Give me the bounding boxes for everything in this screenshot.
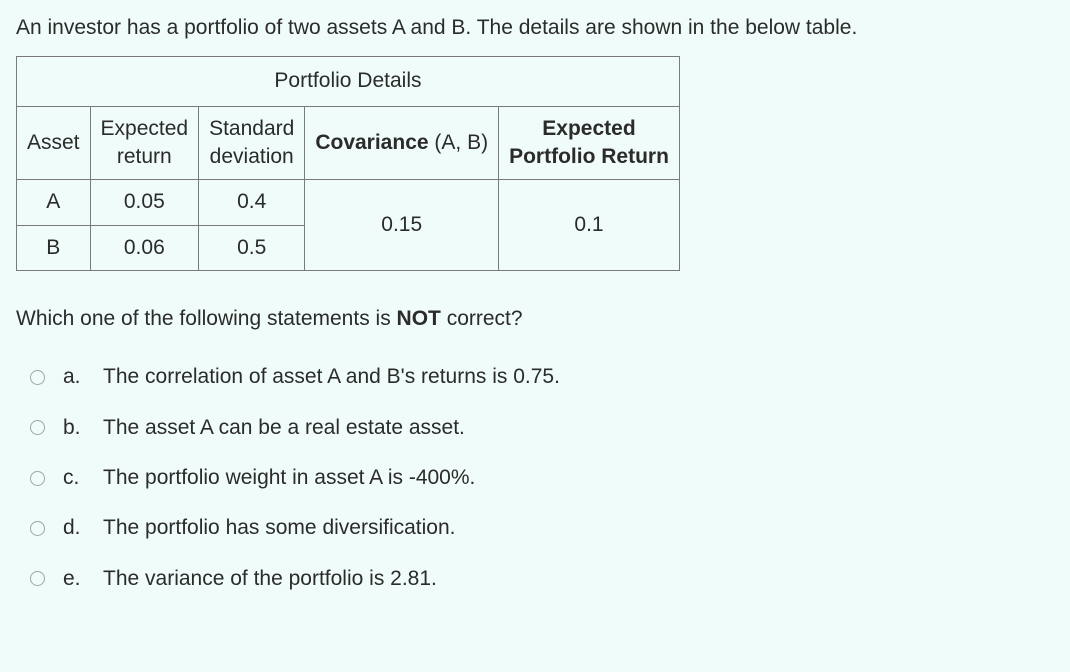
col-std-dev: Standarddeviation: [199, 106, 305, 180]
option-text: The asset A can be a real estate asset.: [103, 414, 465, 442]
option-text: The variance of the portfolio is 2.81.: [103, 565, 437, 593]
option-text: The portfolio has some diversification.: [103, 514, 456, 542]
radio-icon[interactable]: [30, 471, 45, 486]
option-letter: b.: [63, 414, 85, 442]
option-letter: e.: [63, 565, 85, 593]
col-covariance: Covariance (A, B): [305, 106, 499, 180]
option-text: The portfolio weight in asset A is -400%…: [103, 464, 475, 492]
col-expected-return: Expectedreturn: [90, 106, 199, 180]
question-intro: An investor has a portfolio of two asset…: [16, 14, 1054, 42]
col-asset: Asset: [17, 106, 91, 180]
radio-icon[interactable]: [30, 420, 45, 435]
option-b[interactable]: b. The asset A can be a real estate asse…: [30, 414, 1054, 442]
cell-asset: B: [17, 225, 91, 270]
cell-er: 0.06: [90, 225, 199, 270]
table-caption: Portfolio Details: [17, 57, 680, 106]
cell-sd: 0.4: [199, 180, 305, 225]
cell-cov: 0.15: [305, 180, 499, 271]
portfolio-table: Portfolio Details Asset Expectedreturn S…: [16, 56, 680, 271]
options-list: a. The correlation of asset A and B's re…: [16, 363, 1054, 593]
col-expected-portfolio-return: Expected Portfolio Return: [499, 106, 680, 180]
question-stem: Which one of the following statements is…: [16, 305, 1054, 333]
option-d[interactable]: d. The portfolio has some diversificatio…: [30, 514, 1054, 542]
option-letter: c.: [63, 464, 85, 492]
radio-icon[interactable]: [30, 370, 45, 385]
cell-epr: 0.1: [499, 180, 680, 271]
cell-er: 0.05: [90, 180, 199, 225]
cell-sd: 0.5: [199, 225, 305, 270]
radio-icon[interactable]: [30, 571, 45, 586]
option-text: The correlation of asset A and B's retur…: [103, 363, 560, 391]
radio-icon[interactable]: [30, 521, 45, 536]
option-e[interactable]: e. The variance of the portfolio is 2.81…: [30, 565, 1054, 593]
option-letter: d.: [63, 514, 85, 542]
table-row: A 0.05 0.4 0.15 0.1: [17, 180, 680, 225]
option-letter: a.: [63, 363, 85, 391]
cell-asset: A: [17, 180, 91, 225]
option-a[interactable]: a. The correlation of asset A and B's re…: [30, 363, 1054, 391]
option-c[interactable]: c. The portfolio weight in asset A is -4…: [30, 464, 1054, 492]
